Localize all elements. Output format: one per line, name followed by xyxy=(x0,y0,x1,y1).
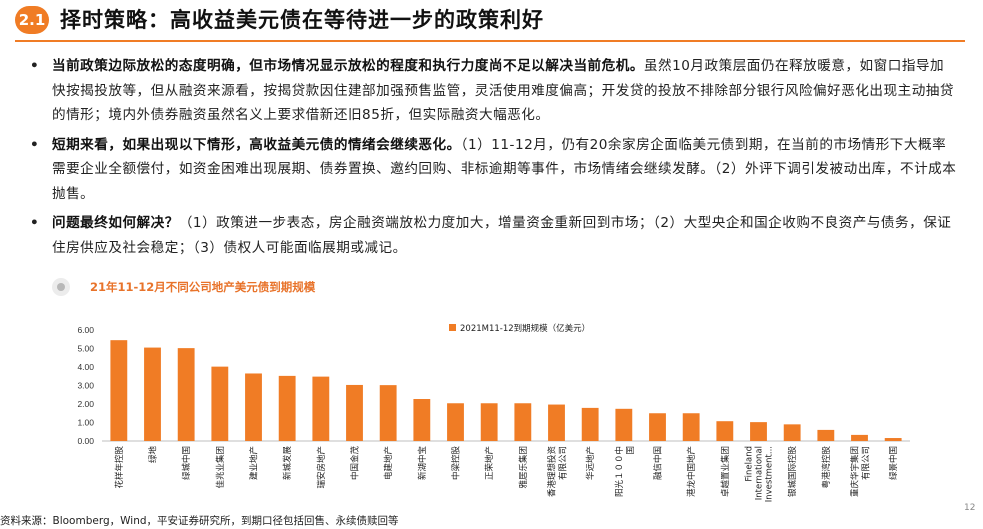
y-tick-label: 5.00 xyxy=(77,344,94,354)
section-badge: 2.1 xyxy=(15,6,49,34)
bullet-item: • 问题最终如何解决？（1）政策进一步表态，房企融资端放松力度加大，增量资金重新… xyxy=(28,211,958,260)
header: 2.1 择时策略：高收益美元债在等待进一步的政策利好 xyxy=(0,0,983,46)
x-tick-label: 阳光１００中国 xyxy=(614,446,636,497)
bar xyxy=(177,348,195,441)
x-tick-label: 融信中国 xyxy=(653,446,664,480)
bullet-dot: • xyxy=(30,136,40,153)
x-tick-label: 粤港湾控股 xyxy=(821,446,832,489)
bar xyxy=(817,429,835,441)
bar xyxy=(480,403,498,441)
bar xyxy=(615,408,633,441)
y-tick-label: 4.00 xyxy=(77,362,94,372)
x-tick-label: 绿景中国 xyxy=(888,446,899,480)
legend-swatch xyxy=(449,324,456,331)
maturity-bar-chart: 0.00 1.00 2.00 3.00 4.00 5.00 6.00 花样年控股 绿地 绿城中国 佳… xyxy=(77,323,910,502)
bullet-dot: • xyxy=(30,215,40,231)
x-tick-label: 香港理想投资有限公司 xyxy=(547,446,569,498)
x-tick-label: 华远地产 xyxy=(585,446,596,480)
bullet-text: （1）11-12月，仍有20余家房企面临美元债到期，在当前的市场情形下大概率需要… xyxy=(52,136,957,202)
bar xyxy=(581,407,599,441)
target-icon xyxy=(52,278,70,296)
page-number: 12 xyxy=(964,503,976,513)
bar xyxy=(548,404,565,441)
x-tick-label: FinelandInternationalInvestment... xyxy=(745,446,775,502)
y-tick-label: 6.00 xyxy=(77,325,94,335)
bar xyxy=(851,434,868,441)
legend-label: 2021M11-12到期规模（亿美元） xyxy=(460,323,590,334)
bar xyxy=(514,403,532,441)
x-tick-label: 重庆华宇集团有限公司 xyxy=(850,446,872,497)
source-note: 资料来源：Bloomberg，Wind，平安证券研究所，到期口径包括回售、永续债… xyxy=(0,515,399,527)
bullet-item: • 当前政策边际放松的态度明确，但市场情况显示放松的程度和执行力度尚不足以解决当… xyxy=(28,54,958,128)
bar xyxy=(379,385,397,441)
x-tick-label: 电建地产 xyxy=(383,446,394,480)
header-divider xyxy=(15,40,965,42)
x-tick-label: 港龙中国地产 xyxy=(686,446,697,497)
bullet-lead: 短期来看，如果出现以下情形，高收益美元债的情绪会继续恶化。 xyxy=(52,136,461,153)
bar xyxy=(750,422,767,441)
y-tick-label: 0.00 xyxy=(77,436,94,446)
bar xyxy=(312,376,330,441)
bar xyxy=(783,424,801,441)
x-tick-label: 中梁控股 xyxy=(451,446,462,481)
bar xyxy=(413,399,431,441)
y-tick-label: 1.00 xyxy=(77,418,94,428)
x-tick-label: 新城发展 xyxy=(282,446,293,481)
bar xyxy=(447,403,464,441)
bar xyxy=(211,366,229,441)
x-tick-label: 建业地产 xyxy=(249,446,260,480)
bullet-dot: • xyxy=(30,58,40,74)
bar xyxy=(110,340,128,441)
x-tick-label: 佳兆业集团 xyxy=(215,446,226,489)
bar xyxy=(649,413,666,441)
bullet-text: （1）政策进一步表态，房企融资端放松力度加大，增量资金重新回到市场；（2）大型央… xyxy=(52,215,952,256)
x-tick-label: 银城国际控股 xyxy=(787,446,798,498)
page-title: 择时策略：高收益美元债在等待进一步的政策利好 xyxy=(60,8,544,32)
bullet-list: • 当前政策边际放松的态度明确，但市场情况显示放松的程度和执行力度尚不足以解决当… xyxy=(28,54,958,265)
bar xyxy=(346,384,363,441)
bullet-lead: 当前政策边际放松的态度明确，但市场情况显示放松的程度和执行力度尚不足以解决当前危… xyxy=(52,58,644,74)
x-tick-label: 瑞安房地产 xyxy=(316,446,327,489)
bar xyxy=(278,375,296,441)
x-tick-label: 绿地 xyxy=(148,446,159,464)
bar xyxy=(682,413,700,441)
x-tick-label: 卓越置业集团 xyxy=(720,446,731,497)
y-tick-label: 3.00 xyxy=(77,381,94,391)
x-tick-label: 正荣地产 xyxy=(484,446,495,480)
bar xyxy=(245,373,262,441)
x-tick-label: 新湖中宝 xyxy=(417,446,428,480)
bar xyxy=(144,347,161,441)
x-tick-label: 中国金茂 xyxy=(350,446,361,481)
bullet-text: 虽然10月政策层面仍在释放暖意，如窗口指导加快按揭投放等，但从融资来源看，按揭贷… xyxy=(52,58,954,123)
y-tick-label: 2.00 xyxy=(77,399,94,409)
bullet-item: • 短期来看，如果出现以下情形，高收益美元债的情绪会继续恶化。（1）11-12月… xyxy=(28,133,958,207)
x-tick-label: 花样年控股 xyxy=(114,446,125,489)
bar xyxy=(884,438,902,441)
chart-title: 21年11-12月不同公司地产美元债到期规模 xyxy=(90,280,316,294)
bullet-lead: 问题最终如何解决？ xyxy=(52,215,179,231)
x-tick-label: 绿城中国 xyxy=(181,446,192,480)
x-tick-label: 雅居乐集团 xyxy=(518,446,529,489)
bar xyxy=(716,421,734,441)
